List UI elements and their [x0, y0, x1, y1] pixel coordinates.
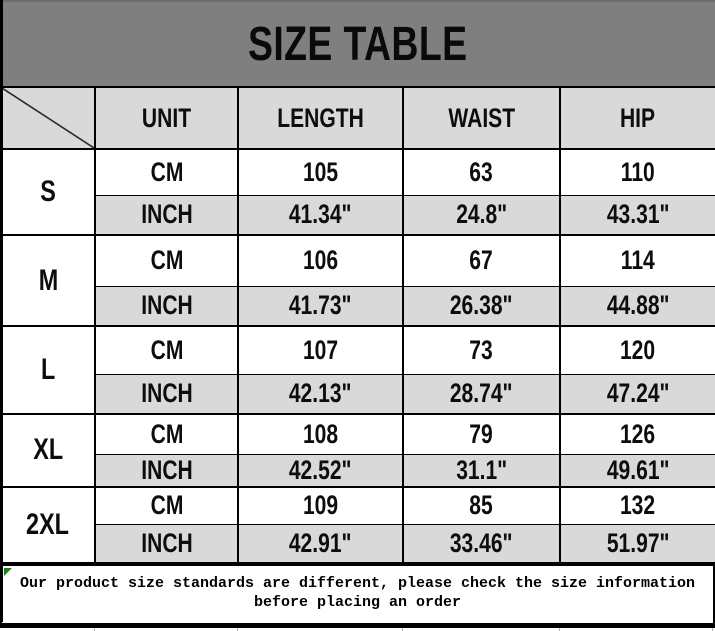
row-l-inch: INCH 42.13" 28.74" 47.24" [1, 373, 715, 415]
title-band: SIZE TABLE [0, 0, 715, 86]
cell-xl-inch-unit: INCH [94, 453, 239, 488]
cell-s-cm-hip: 110 [559, 148, 715, 196]
cell-s-cm-length: 105 [237, 148, 404, 196]
cell-2xl-inch-hip: 51.97" [559, 524, 715, 564]
column-header-label: LENGTH [277, 102, 364, 133]
row-s-inch: INCH 41.34" 24.8" 43.31" [1, 194, 715, 236]
size-label: L [40, 353, 56, 386]
cell-m-inch-hip: 44.88" [559, 285, 715, 327]
cell-l-cm-hip: 120 [559, 325, 715, 375]
footer-note-line2: before placing an order [253, 593, 462, 611]
row-m-inch: INCH 41.73" 26.38" 44.88" [1, 285, 715, 327]
cell-xl-inch-length: 42.52" [237, 453, 404, 488]
footer-note-line1: Our product size standards are different… [19, 574, 696, 592]
row-2xl-cm: 2XL CM 109 85 132 [0, 485, 715, 564]
cell-s-inch-hip: 43.31" [559, 194, 715, 236]
size-label: XL [33, 433, 63, 467]
cell-xl-cm-hip: 126 [559, 413, 715, 455]
cell-l-inch-hip: 47.24" [559, 373, 715, 415]
cell-m-cm-waist: 67 [402, 234, 561, 287]
cell-s-inch-length: 41.34" [237, 194, 404, 236]
cell-m-cm-unit: CM [94, 234, 239, 287]
size-label: M [38, 263, 58, 297]
column-header-label: UNIT [141, 102, 192, 133]
cell-2xl-cm-hip: 132 [559, 485, 715, 525]
row-s-cm: S CM 105 63 110 [0, 148, 715, 236]
cell-l-cm-unit: CM [94, 325, 239, 375]
size-label-xl: XL [0, 413, 96, 488]
column-header-label: HIP [620, 102, 656, 133]
cell-xl-inch-waist: 31.1" [402, 453, 561, 488]
cell-2xl-cm-length: 109 [237, 485, 404, 525]
cell-error-marker-icon [4, 567, 12, 576]
cell-2xl-cm-waist: 85 [402, 485, 561, 525]
row-xl-inch: INCH 42.52" 31.1" 49.61" [1, 453, 715, 488]
cell-m-cm-length: 106 [237, 234, 404, 287]
size-table: UNIT LENGTH WAIST HIP S CM 105 63 110 IN… [0, 86, 715, 564]
cell-m-inch-length: 41.73" [237, 285, 404, 327]
cell-s-inch-unit: INCH [94, 194, 239, 236]
size-label-l: L [0, 325, 96, 415]
size-label-2xl: 2XL [0, 485, 96, 564]
row-l-cm: L CM 107 73 120 [0, 325, 715, 415]
cell-xl-cm-unit: CM [94, 413, 239, 455]
diagonal-line-icon [2, 88, 94, 148]
column-header-unit: UNIT [94, 86, 239, 150]
size-label-s: S [0, 148, 96, 236]
cell-m-inch-waist: 26.38" [402, 285, 561, 327]
cell-l-inch-unit: INCH [94, 373, 239, 415]
cell-2xl-cm-unit: CM [94, 485, 239, 525]
cell-2xl-inch-unit: INCH [94, 524, 239, 564]
header-row: UNIT LENGTH WAIST HIP [0, 86, 715, 150]
size-label-m: M [0, 234, 96, 327]
gridline-remnants [0, 627, 715, 631]
cell-m-cm-hip: 114 [559, 234, 715, 287]
column-header-waist: WAIST [402, 86, 561, 150]
footer-note: Our product size standards are different… [0, 563, 715, 628]
cell-l-cm-length: 107 [237, 325, 404, 375]
left-border-line [0, 0, 3, 622]
cell-l-inch-length: 42.13" [237, 373, 404, 415]
cell-m-inch-unit: INCH [94, 285, 239, 327]
size-label: 2XL [26, 507, 70, 541]
cell-2xl-inch-length: 42.91" [237, 524, 404, 564]
cell-xl-cm-waist: 79 [402, 413, 561, 455]
cell-2xl-inch-waist: 33.46" [402, 524, 561, 564]
cell-xl-cm-length: 108 [237, 413, 404, 455]
row-m-cm: M CM 106 67 114 [0, 234, 715, 327]
column-header-length: LENGTH [237, 86, 404, 150]
cell-s-inch-waist: 24.8" [402, 194, 561, 236]
size-label: S [40, 175, 56, 208]
cell-xl-inch-hip: 49.61" [559, 453, 715, 488]
cell-s-cm-unit: CM [94, 148, 239, 196]
page-title: SIZE TABLE [247, 17, 468, 71]
row-2xl-inch: INCH 42.91" 33.46" 51.97" [1, 524, 715, 564]
column-header-label: WAIST [448, 102, 515, 133]
row-xl-cm: XL CM 108 79 126 [0, 413, 715, 488]
cell-s-cm-waist: 63 [402, 148, 561, 196]
cell-l-inch-waist: 28.74" [402, 373, 561, 415]
cell-l-cm-waist: 73 [402, 325, 561, 375]
diagonal-cell [0, 86, 96, 150]
column-header-hip: HIP [559, 86, 715, 150]
